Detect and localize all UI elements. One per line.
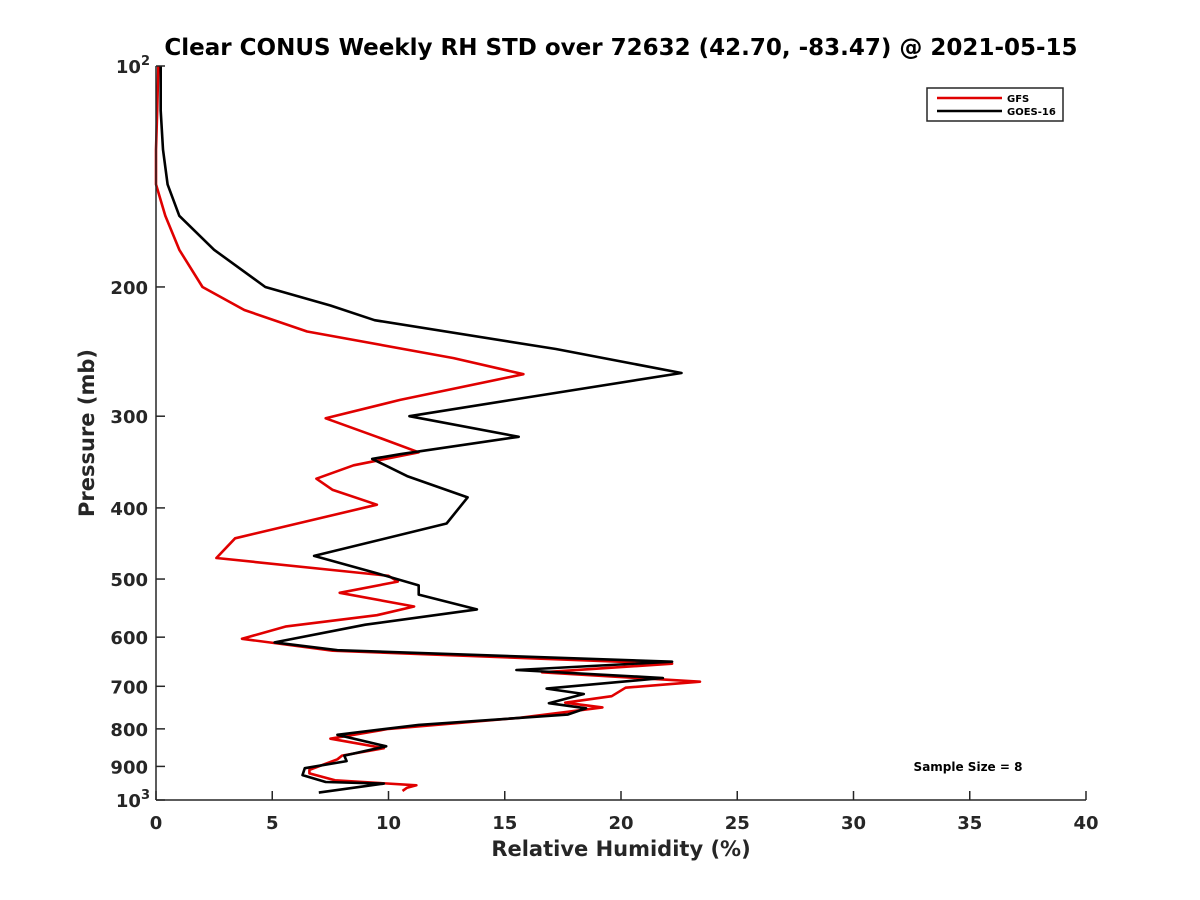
x-tick-label: 10 — [376, 813, 401, 834]
series-line-goes-16 — [159, 66, 683, 794]
x-tick-label: 30 — [841, 813, 866, 834]
y-tick-label: 102 — [116, 54, 150, 78]
legend-box — [926, 87, 1064, 122]
y-tick-label: 500 — [110, 570, 148, 591]
chart-title: Clear CONUS Weekly RH STD over 72632 (42… — [164, 35, 1077, 61]
y-tick-label: 103 — [116, 788, 150, 812]
x-tick-label: 0 — [150, 813, 163, 834]
y-tick-label: 600 — [110, 628, 148, 649]
x-axis-ticks: 0 5 10 15 20 25 30 35 40 — [150, 791, 1099, 834]
legend-label-gfs: GFS — [1007, 94, 1029, 105]
x-tick-label: 40 — [1073, 813, 1098, 834]
x-tick-label: 25 — [725, 813, 750, 834]
x-tick-label: 15 — [492, 813, 517, 834]
y-tick-label: 200 — [110, 278, 148, 299]
legend: GFS GOES-16 — [926, 87, 1064, 122]
x-tick-label: 35 — [957, 813, 982, 834]
legend-label-goes-16: GOES-16 — [1007, 107, 1056, 118]
x-tick-label: 5 — [266, 813, 279, 834]
y-tick-label: 900 — [110, 757, 148, 778]
y-tick-label: 400 — [110, 499, 148, 520]
y-tick-label: 800 — [110, 720, 148, 741]
y-axis-ticks: 102 200 300 400 500 600 700 800 900 103 — [110, 54, 165, 812]
x-axis-label: Relative Humidity (%) — [491, 837, 750, 861]
plot-area: 0 5 10 15 20 25 30 35 40 102 200 300 400 500 600 700 80… — [110, 54, 1098, 834]
x-tick-label: 20 — [608, 813, 633, 834]
sample-size-annotation: Sample Size = 8 — [914, 760, 1023, 774]
y-axis-label: Pressure (mb) — [75, 349, 99, 517]
series-layer — [154, 65, 702, 794]
y-tick-label: 300 — [110, 407, 148, 428]
y-tick-label: 700 — [110, 677, 148, 698]
